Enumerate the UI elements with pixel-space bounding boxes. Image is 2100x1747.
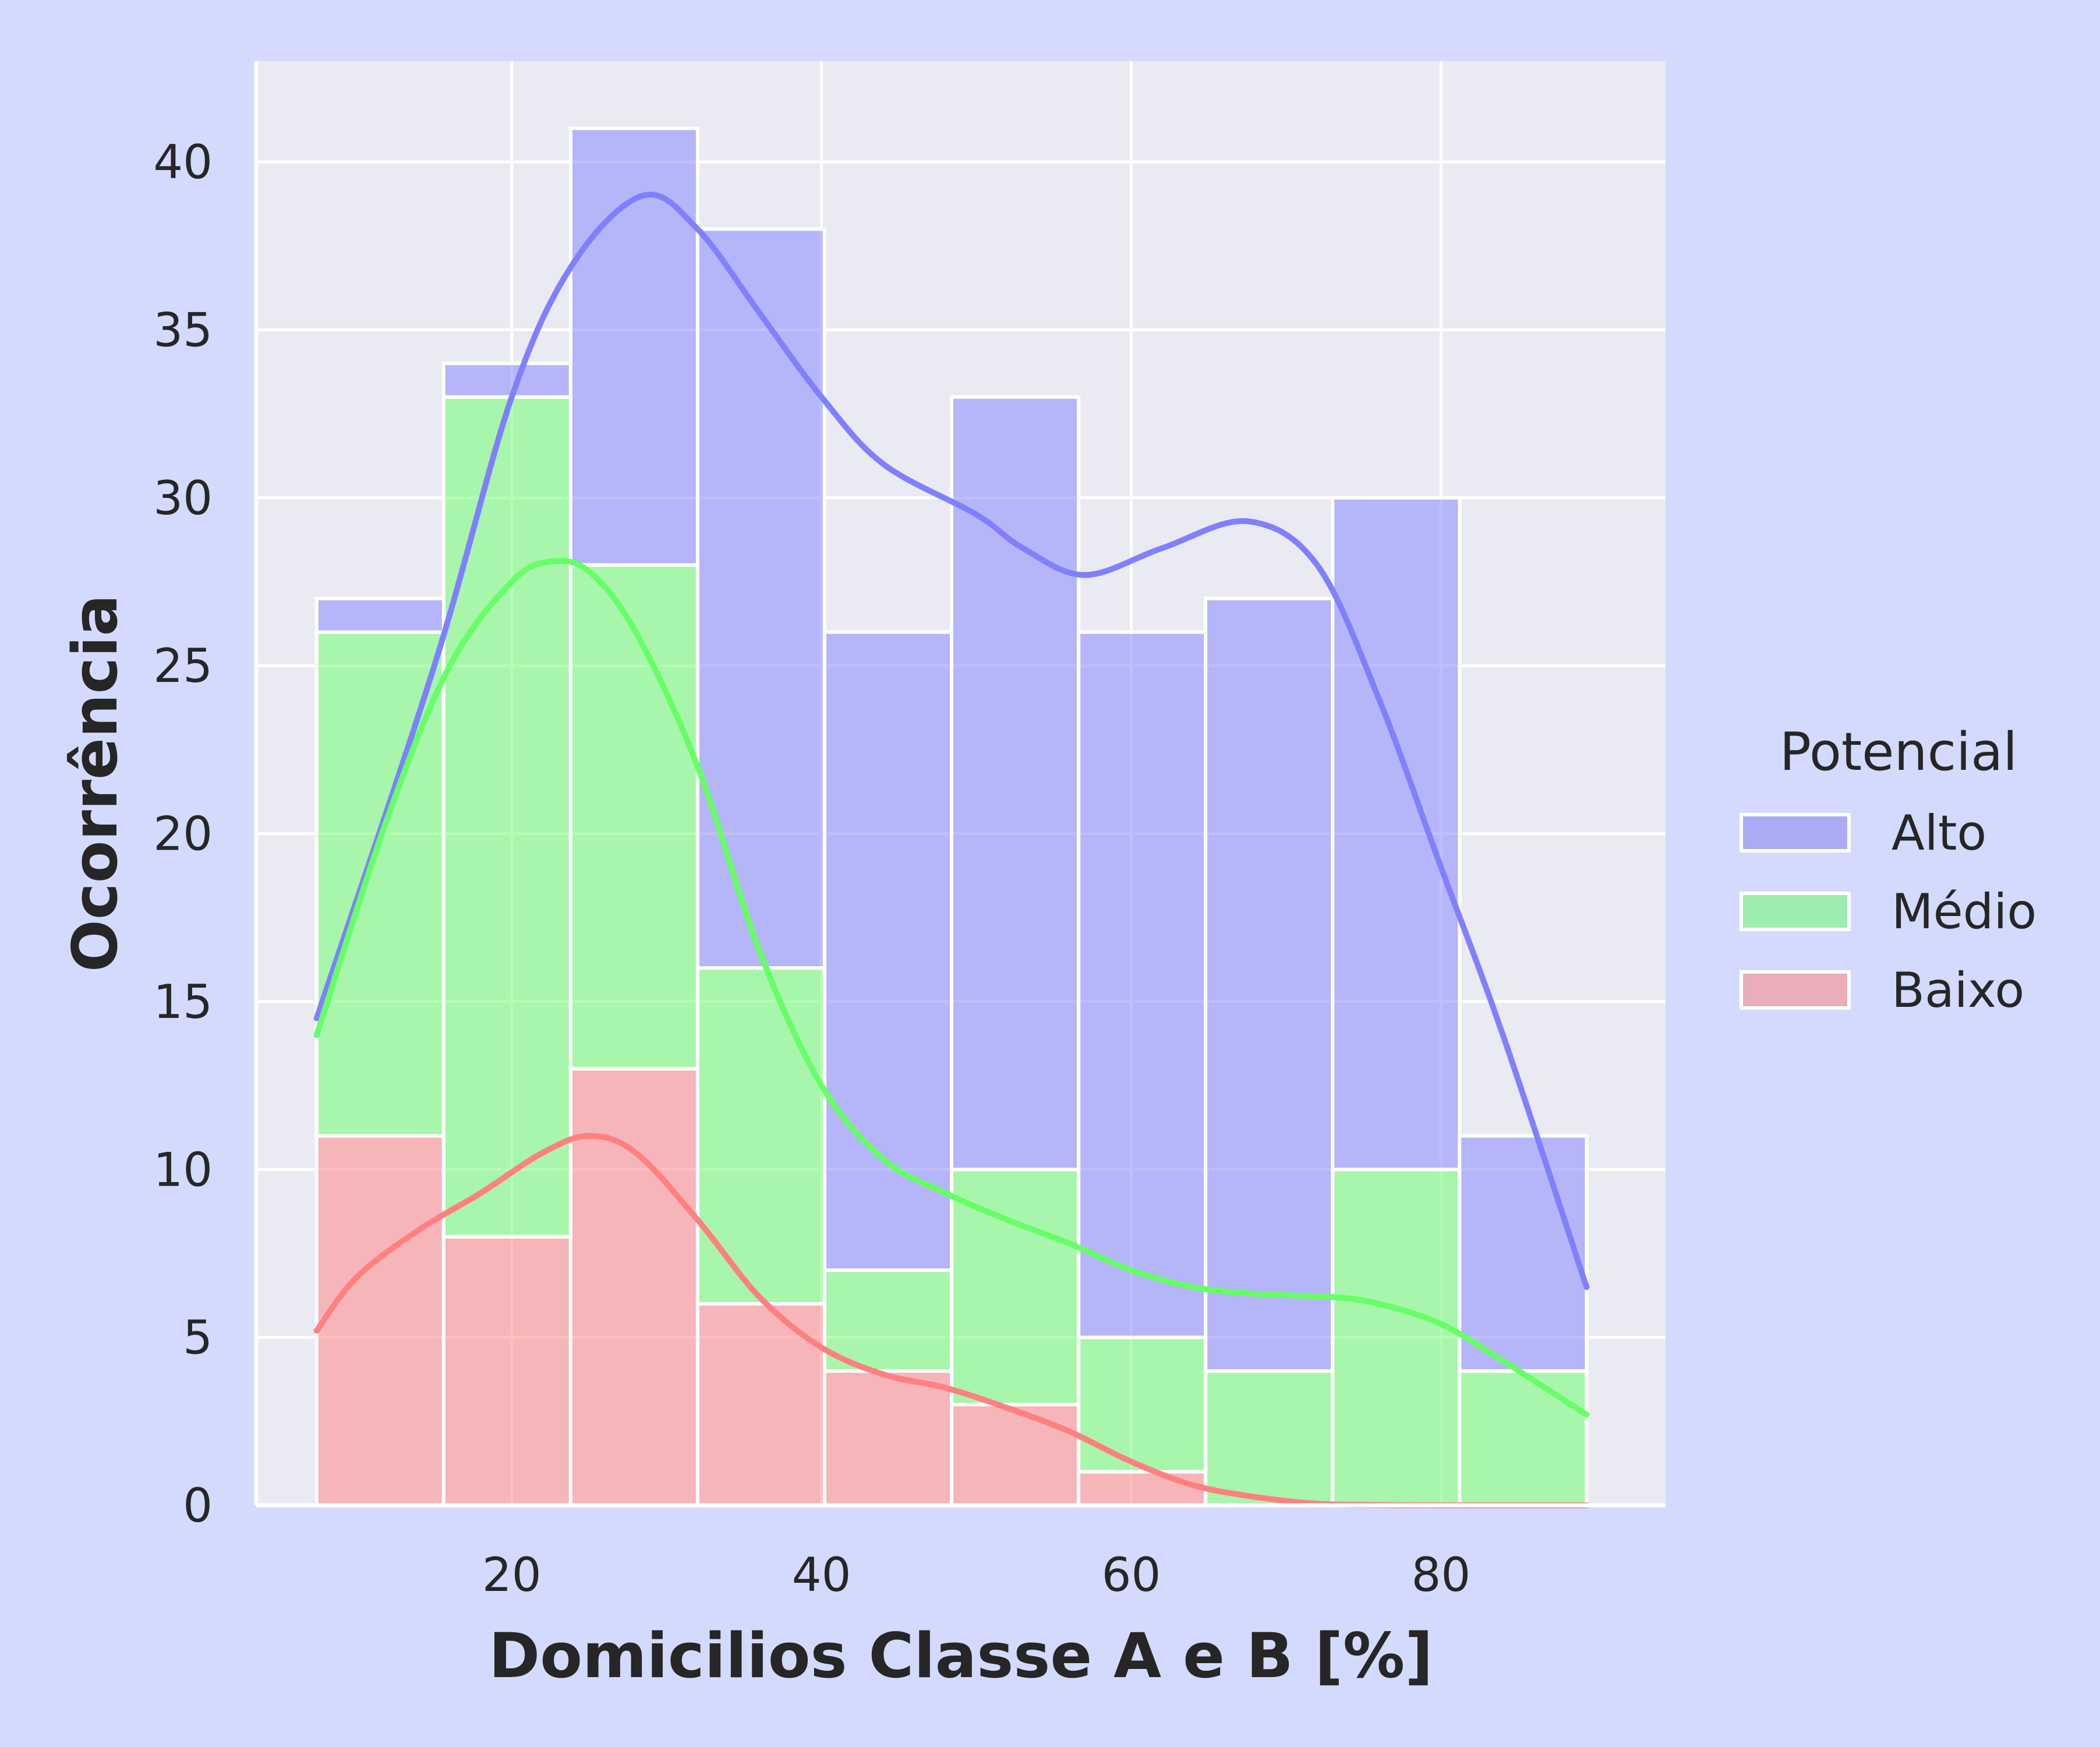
legend-swatch-mdio: [1740, 892, 1851, 931]
y-tick-label: 15: [153, 975, 213, 1029]
bar-médio: [1331, 1168, 1462, 1508]
legend-entries: Alto Médio Baixo: [1740, 805, 2037, 1019]
bar-médio: [950, 1168, 1081, 1406]
legend-swatch-baixo: [1740, 970, 1851, 1010]
legend-swatch-alto: [1740, 813, 1851, 853]
bar-baixo: [314, 1134, 446, 1507]
y-tick-label: 5: [183, 1311, 213, 1365]
bar-alto: [822, 630, 954, 1272]
bar-alto: [314, 596, 446, 634]
legend: Potencial Alto Médio Baixo: [1740, 722, 2037, 1019]
bar-baixo: [822, 1369, 954, 1507]
bar-alto: [1331, 496, 1462, 1172]
y-tick-label: 40: [153, 135, 213, 189]
x-tick-label: 20: [482, 1548, 542, 1602]
axes: [254, 61, 1666, 1508]
bar-alto: [950, 395, 1081, 1172]
bar-médio: [1458, 1369, 1589, 1507]
legend-label: Médio: [1892, 883, 2037, 940]
y-tick-label: 20: [153, 807, 213, 861]
bar-alto: [1204, 596, 1335, 1373]
bar-baixo: [950, 1402, 1081, 1508]
bar-baixo: [1077, 1470, 1208, 1508]
y-tick-label: 10: [153, 1143, 213, 1197]
bar-alto: [441, 362, 572, 399]
legend-title: Potencial: [1780, 722, 2017, 783]
bar-médio: [1204, 1369, 1335, 1507]
bar-alto: [1077, 630, 1208, 1339]
legend-label: Alto: [1892, 805, 1986, 861]
y-tick-label: 25: [153, 639, 213, 693]
bar-médio: [1077, 1335, 1208, 1474]
bar-médio: [822, 1268, 954, 1373]
y-axis-title: Ocorrência: [59, 595, 131, 972]
bar-médio: [695, 966, 826, 1306]
x-axis-title: Domicilios Classe A e B [%]: [489, 1620, 1433, 1692]
kde-line-médio: [313, 558, 1590, 1418]
bar-alto: [695, 227, 826, 970]
legend-label: Baixo: [1892, 962, 2024, 1019]
bar-médio: [441, 395, 572, 1239]
kde-line-alto: [313, 192, 1590, 1290]
bar-alto: [1458, 1134, 1589, 1373]
y-tick-label: 0: [183, 1479, 213, 1533]
bar-médio: [314, 630, 446, 1138]
x-tick-label: 60: [1102, 1548, 1161, 1602]
y-tick-label: 35: [153, 303, 213, 357]
bar-médio: [568, 563, 699, 1071]
bar-baixo: [441, 1235, 572, 1508]
bar-alto: [568, 126, 699, 567]
y-tick-label: 30: [153, 471, 213, 525]
x-tick-label: 40: [792, 1548, 851, 1602]
tick-labels: 20 40 60 80 0 5 10 15 20 25 30 35 40: [153, 135, 1470, 1602]
x-tick-label: 80: [1411, 1548, 1470, 1602]
